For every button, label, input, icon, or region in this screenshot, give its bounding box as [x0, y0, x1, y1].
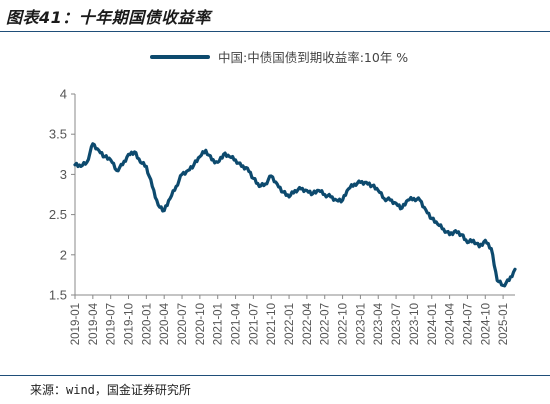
x-tick-label: 2023-01 [355, 303, 367, 345]
legend-label: 中国:中债国债到期收益率:10年 % [218, 50, 408, 65]
figure-title: 图表41：十年期国债收益率 [6, 8, 211, 27]
series-layer [73, 142, 517, 288]
x-tick-label: 2022-01 [284, 303, 296, 345]
x-tick-label: 2019-10 [124, 303, 136, 345]
y-tick-label: 2 [60, 247, 67, 262]
x-tick-label: 2023-10 [409, 303, 421, 345]
x-tick-label: 2021-07 [248, 303, 260, 345]
x-tick-label: 2021-04 [231, 302, 243, 345]
y-axis-ticks: 4 3.5 3 2.5 2 1.5 [49, 87, 75, 303]
x-tick-label: 2023-04 [373, 302, 385, 345]
x-tick-label: 2020-10 [195, 303, 207, 345]
x-tick-label: 2024-07 [462, 303, 474, 345]
x-tick-label: 2022-04 [302, 302, 314, 345]
x-tick-label: 2020-07 [177, 303, 189, 345]
x-tick-label: 2019-04 [88, 302, 100, 345]
x-tick-label: 2021-10 [266, 303, 278, 345]
x-tick-label: 2022-07 [320, 303, 332, 345]
x-tick-label: 2022-10 [338, 303, 350, 345]
y-tick-label: 3 [60, 167, 67, 182]
footer-divider [0, 375, 550, 376]
axes [74, 94, 515, 296]
x-tick-label: 2025-01 [498, 303, 510, 345]
x-tick-label: 2021-01 [213, 303, 225, 345]
x-axis-ticks: 2019-01 2019-04 2019-07 2019-10 2020-01 2020-… [70, 295, 510, 345]
y-tick-label: 1.5 [49, 288, 67, 303]
series-line-0 [73, 142, 517, 288]
y-tick-label: 4 [60, 87, 67, 102]
title-divider [0, 31, 550, 32]
y-tick-label: 2.5 [49, 207, 67, 222]
source-note: 来源：wind，国金证券研究所 [30, 383, 191, 397]
x-tick-label: 2023-07 [391, 303, 403, 345]
chart-legend: 中国:中债国债到期收益率:10年 % [150, 50, 408, 65]
x-tick-label: 2019-01 [70, 303, 82, 345]
x-tick-label: 2019-07 [106, 303, 118, 345]
x-tick-label: 2020-01 [141, 303, 153, 345]
x-tick-label: 2020-04 [159, 302, 171, 345]
x-tick-label: 2024-04 [445, 302, 457, 345]
x-tick-label: 2024-01 [427, 303, 439, 345]
y-tick-label: 3.5 [49, 127, 67, 142]
x-tick-label: 2024-10 [480, 303, 492, 345]
